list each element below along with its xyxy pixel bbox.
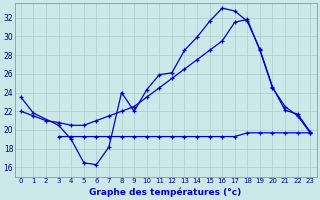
X-axis label: Graphe des températures (°c): Graphe des températures (°c): [90, 187, 242, 197]
